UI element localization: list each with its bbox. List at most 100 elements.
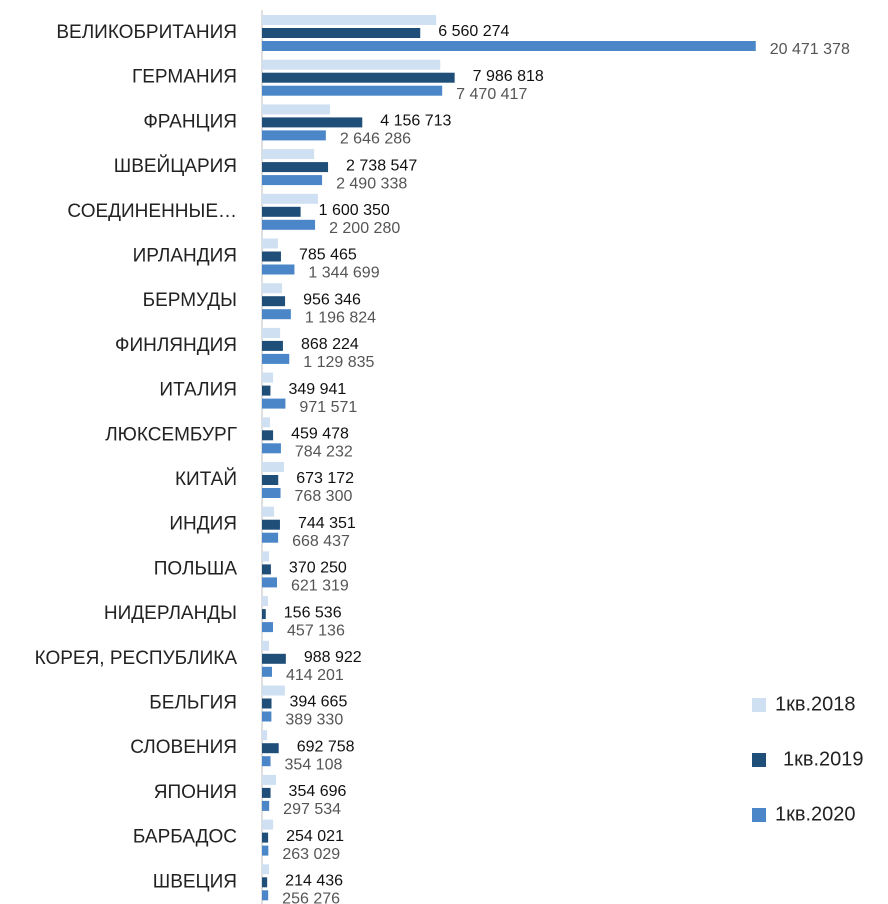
bar	[262, 219, 316, 230]
bar	[262, 787, 271, 798]
data-label: 354 696	[289, 783, 347, 800]
bar	[262, 640, 269, 651]
bar	[262, 443, 281, 454]
data-label: 354 108	[285, 756, 343, 773]
bar	[262, 309, 291, 320]
bar	[262, 385, 271, 396]
data-label: 673 172	[296, 470, 354, 487]
legend-label: 1кв.2018	[775, 693, 856, 715]
bar	[262, 475, 279, 485]
bar	[262, 698, 272, 709]
bar	[262, 577, 277, 588]
bar	[262, 832, 269, 843]
data-label: 988 922	[304, 649, 362, 666]
data-label: 1 129 835	[303, 354, 374, 371]
bar	[262, 15, 437, 25]
data-label: 459 478	[291, 426, 349, 443]
category-label: БЕЛЬГИЯ	[149, 693, 237, 714]
data-label: 254 021	[286, 828, 344, 845]
category-label: КИТАЙ	[175, 468, 237, 490]
data-label: 2 646 286	[340, 131, 411, 148]
bar	[262, 417, 270, 428]
data-label: 389 330	[285, 712, 343, 729]
data-label: 768 300	[295, 488, 353, 505]
bar	[262, 488, 281, 498]
legend-label: 1кв.2020	[775, 803, 856, 825]
bar	[262, 756, 271, 767]
category-label: ШВЕЙЦАРИЯ	[114, 155, 237, 177]
bar	[262, 117, 363, 128]
bar	[262, 519, 280, 530]
bar	[262, 819, 274, 830]
bar	[262, 430, 274, 441]
bar	[262, 175, 323, 186]
bar	[262, 264, 295, 275]
bar	[262, 296, 286, 307]
category-label: ФИНЛЯНДИЯ	[115, 335, 237, 356]
category-label: СЛОВЕНИЯ	[130, 737, 237, 758]
bar	[262, 130, 326, 141]
data-label: 256 276	[282, 891, 340, 904]
bar	[262, 238, 278, 249]
data-label: 2 200 280	[329, 220, 400, 237]
data-label: 6 560 274	[438, 23, 509, 40]
bar	[262, 28, 421, 38]
data-label: 692 758	[297, 738, 355, 755]
category-label: ШВЕЦИЯ	[153, 871, 237, 892]
bar	[262, 532, 279, 543]
bar	[262, 711, 272, 722]
category-label: ВЕЛИКОБРИТАНИЯ	[56, 22, 237, 43]
data-label: 297 534	[283, 801, 341, 818]
category-label: ЯПОНИЯ	[154, 782, 237, 803]
category-label: СОЕДИНЕННЫЕ…	[67, 201, 237, 222]
bar	[262, 398, 286, 409]
category-label: ФРАНЦИЯ	[143, 111, 237, 132]
bar	[262, 372, 274, 383]
category-label: ИНДИЯ	[169, 514, 237, 535]
legend-swatch	[752, 698, 766, 712]
data-label: 784 232	[295, 444, 353, 461]
bar	[262, 551, 269, 562]
data-label: 668 437	[292, 533, 350, 550]
data-label: 1 344 699	[308, 265, 379, 282]
data-label: 1 196 824	[305, 309, 376, 326]
bar	[262, 462, 284, 472]
bar	[262, 251, 281, 262]
bar	[262, 877, 268, 888]
data-label: 414 201	[286, 667, 344, 684]
bar	[262, 206, 301, 217]
category-label: ИРЛАНДИЯ	[133, 246, 237, 267]
bar	[262, 564, 271, 575]
bar	[262, 730, 268, 741]
bar	[262, 149, 315, 160]
category-label: БЕРМУДЫ	[143, 290, 237, 311]
bar	[262, 774, 276, 785]
bar	[262, 622, 274, 633]
category-label: ЛЮКСЕМБУРГ	[105, 424, 237, 445]
bar	[262, 85, 443, 96]
data-label: 4 156 713	[380, 113, 451, 130]
bar	[262, 340, 283, 351]
bar	[262, 596, 269, 607]
data-label: 621 319	[291, 578, 349, 595]
bar	[262, 890, 269, 901]
data-label: 2 490 338	[336, 175, 407, 192]
bar	[262, 845, 269, 856]
data-label: 20 471 378	[770, 41, 850, 58]
bar	[262, 327, 281, 338]
bar	[262, 41, 756, 51]
bar	[262, 353, 290, 364]
bar	[262, 864, 269, 875]
category-label: ПОЛЬША	[154, 558, 238, 579]
data-label: 956 346	[303, 291, 361, 308]
data-label: 868 224	[301, 336, 359, 353]
category-label: БАРБАДОС	[133, 827, 237, 848]
category-label: ИТАЛИЯ	[159, 380, 237, 401]
category-label: НИДЕРЛАНДЫ	[104, 603, 237, 624]
bar	[262, 800, 270, 811]
bar	[262, 72, 455, 83]
bar	[262, 653, 286, 664]
data-label: 370 250	[289, 560, 347, 577]
bar	[262, 685, 285, 696]
data-label: 457 136	[287, 622, 345, 639]
